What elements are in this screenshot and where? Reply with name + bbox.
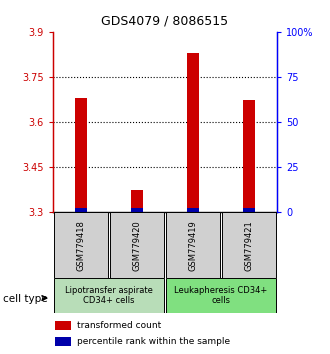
Bar	[110, 212, 164, 278]
Text: percentile rank within the sample: percentile rank within the sample	[78, 337, 231, 347]
Bar	[131, 190, 143, 212]
Bar	[243, 99, 255, 212]
Bar	[187, 53, 199, 212]
Bar	[54, 212, 108, 278]
Bar	[55, 337, 71, 346]
Bar	[166, 212, 220, 278]
Text: GSM779420: GSM779420	[132, 220, 142, 270]
Text: GSM779419: GSM779419	[188, 220, 198, 270]
Text: transformed count: transformed count	[78, 321, 162, 330]
Text: cell type: cell type	[3, 294, 48, 304]
Text: GSM779421: GSM779421	[245, 220, 254, 270]
Bar	[55, 321, 71, 330]
Bar	[75, 98, 87, 212]
Bar	[131, 208, 143, 212]
Bar	[166, 278, 276, 313]
Bar	[222, 212, 276, 278]
Text: Leukapheresis CD34+
cells: Leukapheresis CD34+ cells	[175, 286, 268, 305]
Bar	[187, 208, 199, 212]
Bar	[75, 208, 87, 212]
Bar	[243, 208, 255, 212]
Bar	[54, 278, 164, 313]
Text: GDS4079 / 8086515: GDS4079 / 8086515	[101, 14, 229, 27]
Text: Lipotransfer aspirate
CD34+ cells: Lipotransfer aspirate CD34+ cells	[65, 286, 153, 305]
Text: GSM779418: GSM779418	[76, 220, 85, 270]
